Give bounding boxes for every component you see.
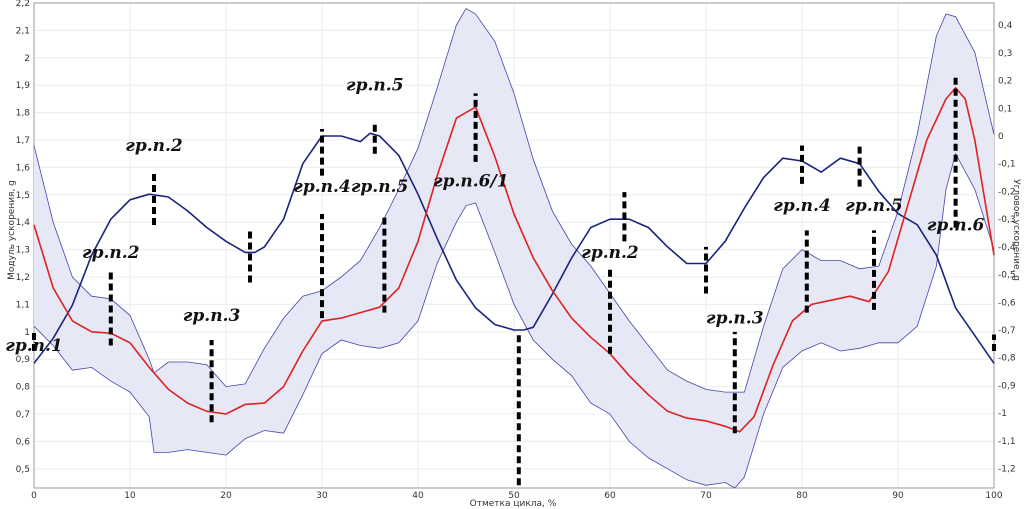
confidence-band [33,7,995,489]
x-axis-ticks: 0 10 20 30 40 50 60 70 80 90 100 [31,491,1003,501]
y-tick-label: 1 [24,328,30,338]
x-tick-label: 70 [700,491,712,501]
y2-tick-label: 0,1 [998,104,1012,114]
y2-axis-label: Угловое ускорение, g [1011,179,1021,281]
phase-markers [32,76,996,486]
y-tick-label: 1,4 [16,218,31,228]
y2-tick-label: -0,8 [998,354,1016,364]
y-tick-label: 1,1 [16,300,30,310]
x-tick-label: 10 [124,491,136,501]
y-tick-label: 0,8 [16,383,31,393]
y-tick-label: 0,6 [16,437,31,447]
phase-label: гр.п.4 [293,177,350,197]
y2-tick-label: -0,9 [998,381,1016,391]
phase-label: гр.п.6/1 [433,172,509,192]
phase-label: гр.п.2 [82,243,140,263]
phase-label: гр.п.3 [183,306,241,326]
phase-annotations: гр.п.1гр.п.2гр.п.2гр.п.3гр.п.4гр.п.5гр.п… [5,76,984,356]
y-tick-label: 0,7 [16,410,30,420]
x-tick-label: 20 [220,491,232,501]
y-tick-label: 2 [24,54,30,64]
y-tick-label: 0,9 [16,355,31,365]
y2-tick-label: 0,4 [998,21,1013,31]
phase-label: гр.п.6 [927,215,985,235]
x-tick-label: 40 [412,491,424,501]
y2-tick-label: 0 [998,132,1004,142]
y-axis-label: Модуль ускорения, g [7,180,17,280]
y2-tick-label: -0,1 [998,160,1016,170]
phase-label: гр.п.3 [706,309,764,329]
phase-label: гр.п.5 [351,177,408,197]
x-tick-label: 80 [796,491,808,501]
x-tick-label: 30 [316,491,328,501]
y2-tick-label: -1,1 [998,437,1016,447]
phase-label: гр.п.2 [581,243,639,263]
y2-tick-label: -0,5 [998,271,1016,281]
y-axis-ticks: 0,5 0,6 0,7 0,8 0,9 1 1,1 1,2 1,3 1,4 1,5 1,6 1,7 1,8… [16,0,31,475]
y2-tick-label: -0,7 [998,326,1016,336]
x-axis-label: Отметка цикла, % [470,499,557,509]
y-tick-label: 1,6 [16,163,31,173]
series-lines [33,87,995,433]
band-fill [34,8,994,488]
y2-axis-ticks: -1,2 -1,1 -1 -0,9 -0,8 -0,7 -0,6 -0,5 -0,4 -0,3 -0… [998,21,1016,474]
x-tick-label: 90 [892,491,904,501]
y2-tick-label: 0,2 [998,77,1012,87]
y-tick-label: 1,7 [16,136,30,146]
y-tick-label: 1,9 [16,81,31,91]
x-tick-label: 0 [31,491,37,501]
mean-acceleration-line [33,87,995,433]
x-tick-label: 60 [604,491,616,501]
x-tick-label: 100 [985,491,1002,501]
y2-tick-label: -0,2 [998,187,1016,197]
phase-label: гр.п.2 [125,136,183,156]
y-tick-label: 1,2 [16,273,30,283]
y2-tick-label: -0,4 [998,243,1016,253]
phase-label: гр.п.4 [773,196,830,216]
y2-tick-label: -1,2 [998,465,1016,475]
y2-tick-label: -0,6 [998,298,1016,308]
y2-tick-label: 0,3 [998,49,1012,59]
y2-tick-label: -1 [998,409,1007,419]
y-tick-label: 1,3 [16,246,30,256]
y-tick-label: 2,2 [16,0,30,9]
x-tick-label: 50 [508,491,520,501]
y2-tick-label: -0,3 [998,215,1016,225]
phase-label: гр.п.1 [5,336,62,356]
band-upper-edge [33,7,995,393]
band-lower-edge [33,152,995,489]
y-tick-label: 1,8 [16,109,31,119]
phase-label: гр.п.5 [845,196,902,216]
y-tick-label: 1,5 [16,191,30,201]
y-tick-label: 0,5 [16,465,30,475]
angular-acceleration-line [33,132,995,364]
y-tick-label: 2,1 [16,26,30,36]
phase-label: гр.п.5 [346,76,403,96]
